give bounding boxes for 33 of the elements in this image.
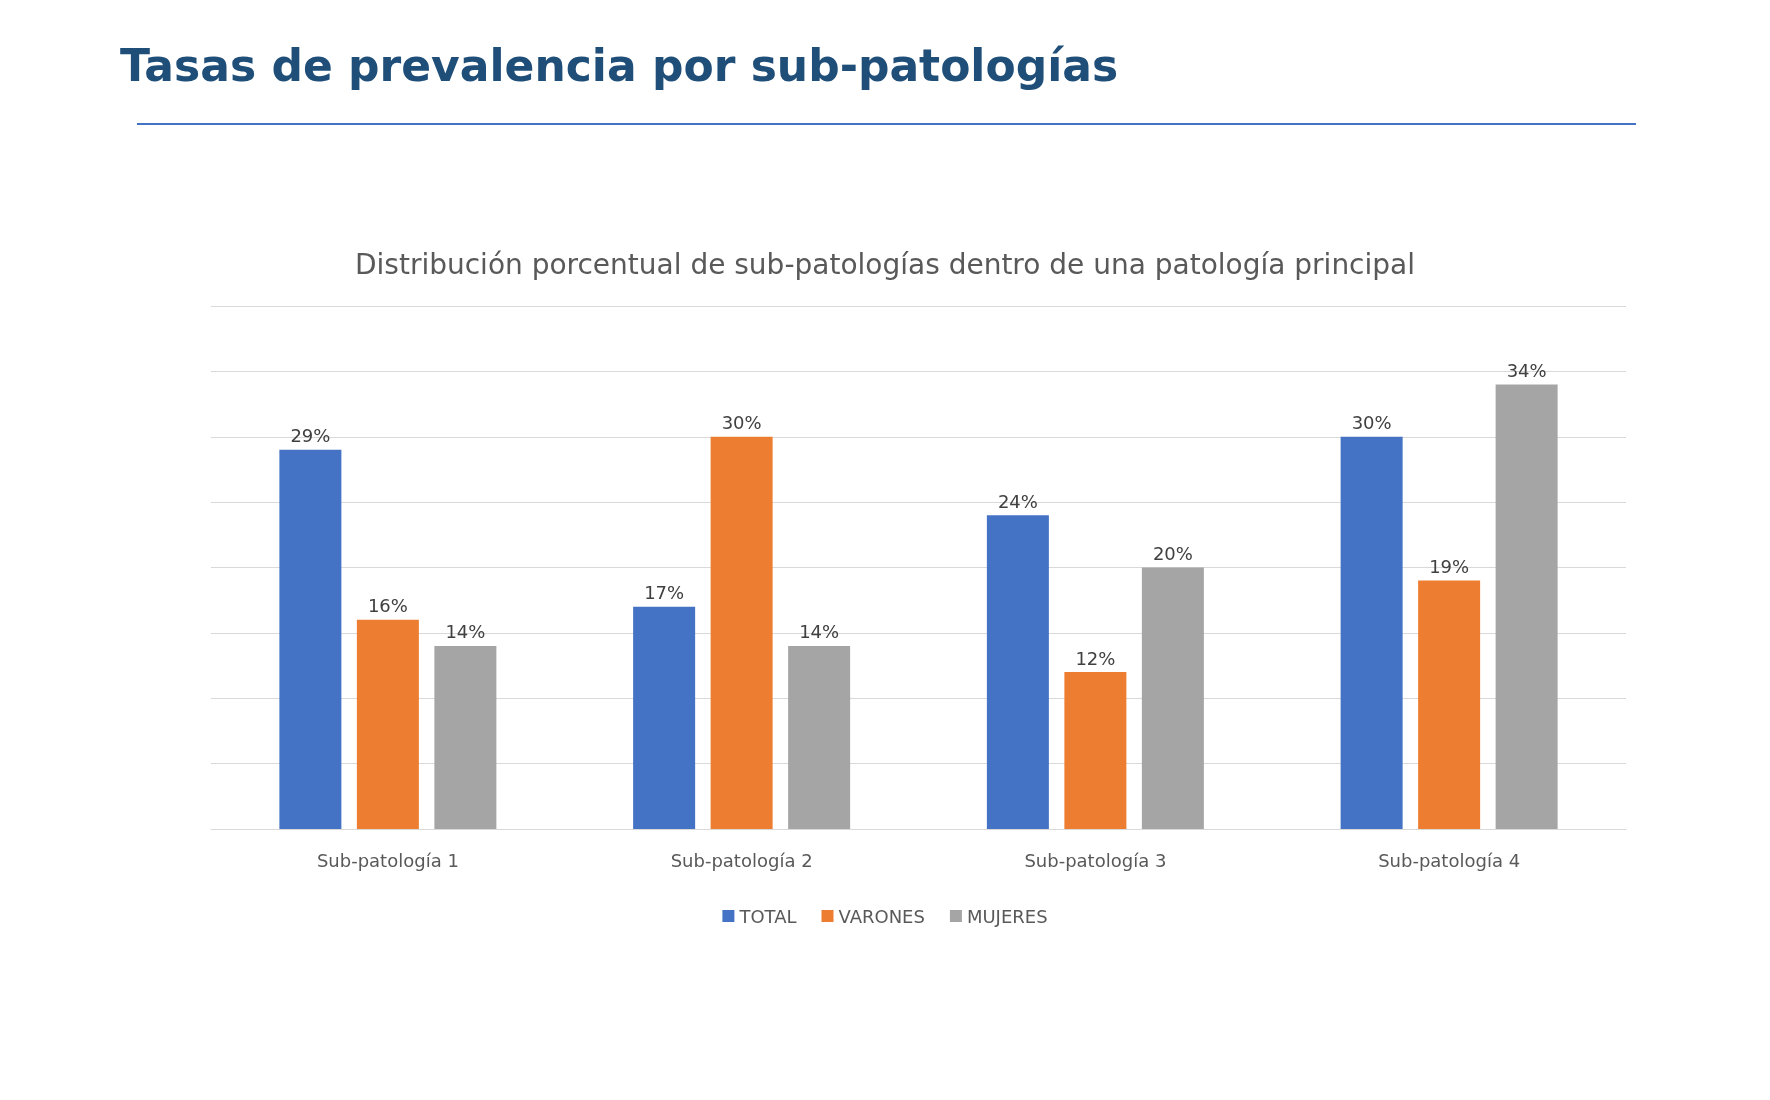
data-label: 30% (721, 412, 762, 434)
bar (1141, 567, 1204, 829)
data-label: 14% (445, 621, 486, 643)
bar (986, 515, 1049, 829)
data-label: 24% (997, 490, 1038, 512)
data-label: 29% (290, 425, 331, 447)
bar (356, 619, 419, 829)
bar (788, 645, 851, 829)
x-tick-label: Sub-patología 1 (316, 849, 459, 871)
data-label: 20% (1152, 543, 1193, 564)
bar (279, 449, 342, 829)
data-label: 30% (1351, 412, 1392, 434)
bar (633, 606, 696, 829)
legend-label: VARONES (838, 905, 925, 927)
data-label: 12% (1075, 647, 1116, 669)
bar (1418, 580, 1481, 829)
bar (1495, 384, 1558, 829)
bar (434, 645, 497, 829)
x-tick-label: Sub-patología 3 (1024, 849, 1167, 871)
bar (710, 436, 773, 829)
bar (1064, 672, 1127, 829)
chart-title: Tasas de prevalencia por sub-patologías (120, 40, 1119, 91)
data-label: 34% (1506, 359, 1547, 381)
x-tick-label: Sub-patología 2 (670, 849, 813, 871)
legend-label: TOTAL (738, 905, 797, 927)
data-label: 17% (644, 582, 685, 604)
chart-subtitle: Distribución porcentual de sub-patologías dentro de una patología principal (354, 247, 1416, 281)
x-tick-label: Sub-patología 4 (1378, 849, 1521, 871)
bar (1340, 436, 1403, 829)
data-label: 14% (799, 621, 840, 643)
data-label: 19% (1429, 556, 1470, 578)
legend-label: MUJERES (966, 905, 1048, 927)
data-label: 16% (367, 595, 408, 617)
